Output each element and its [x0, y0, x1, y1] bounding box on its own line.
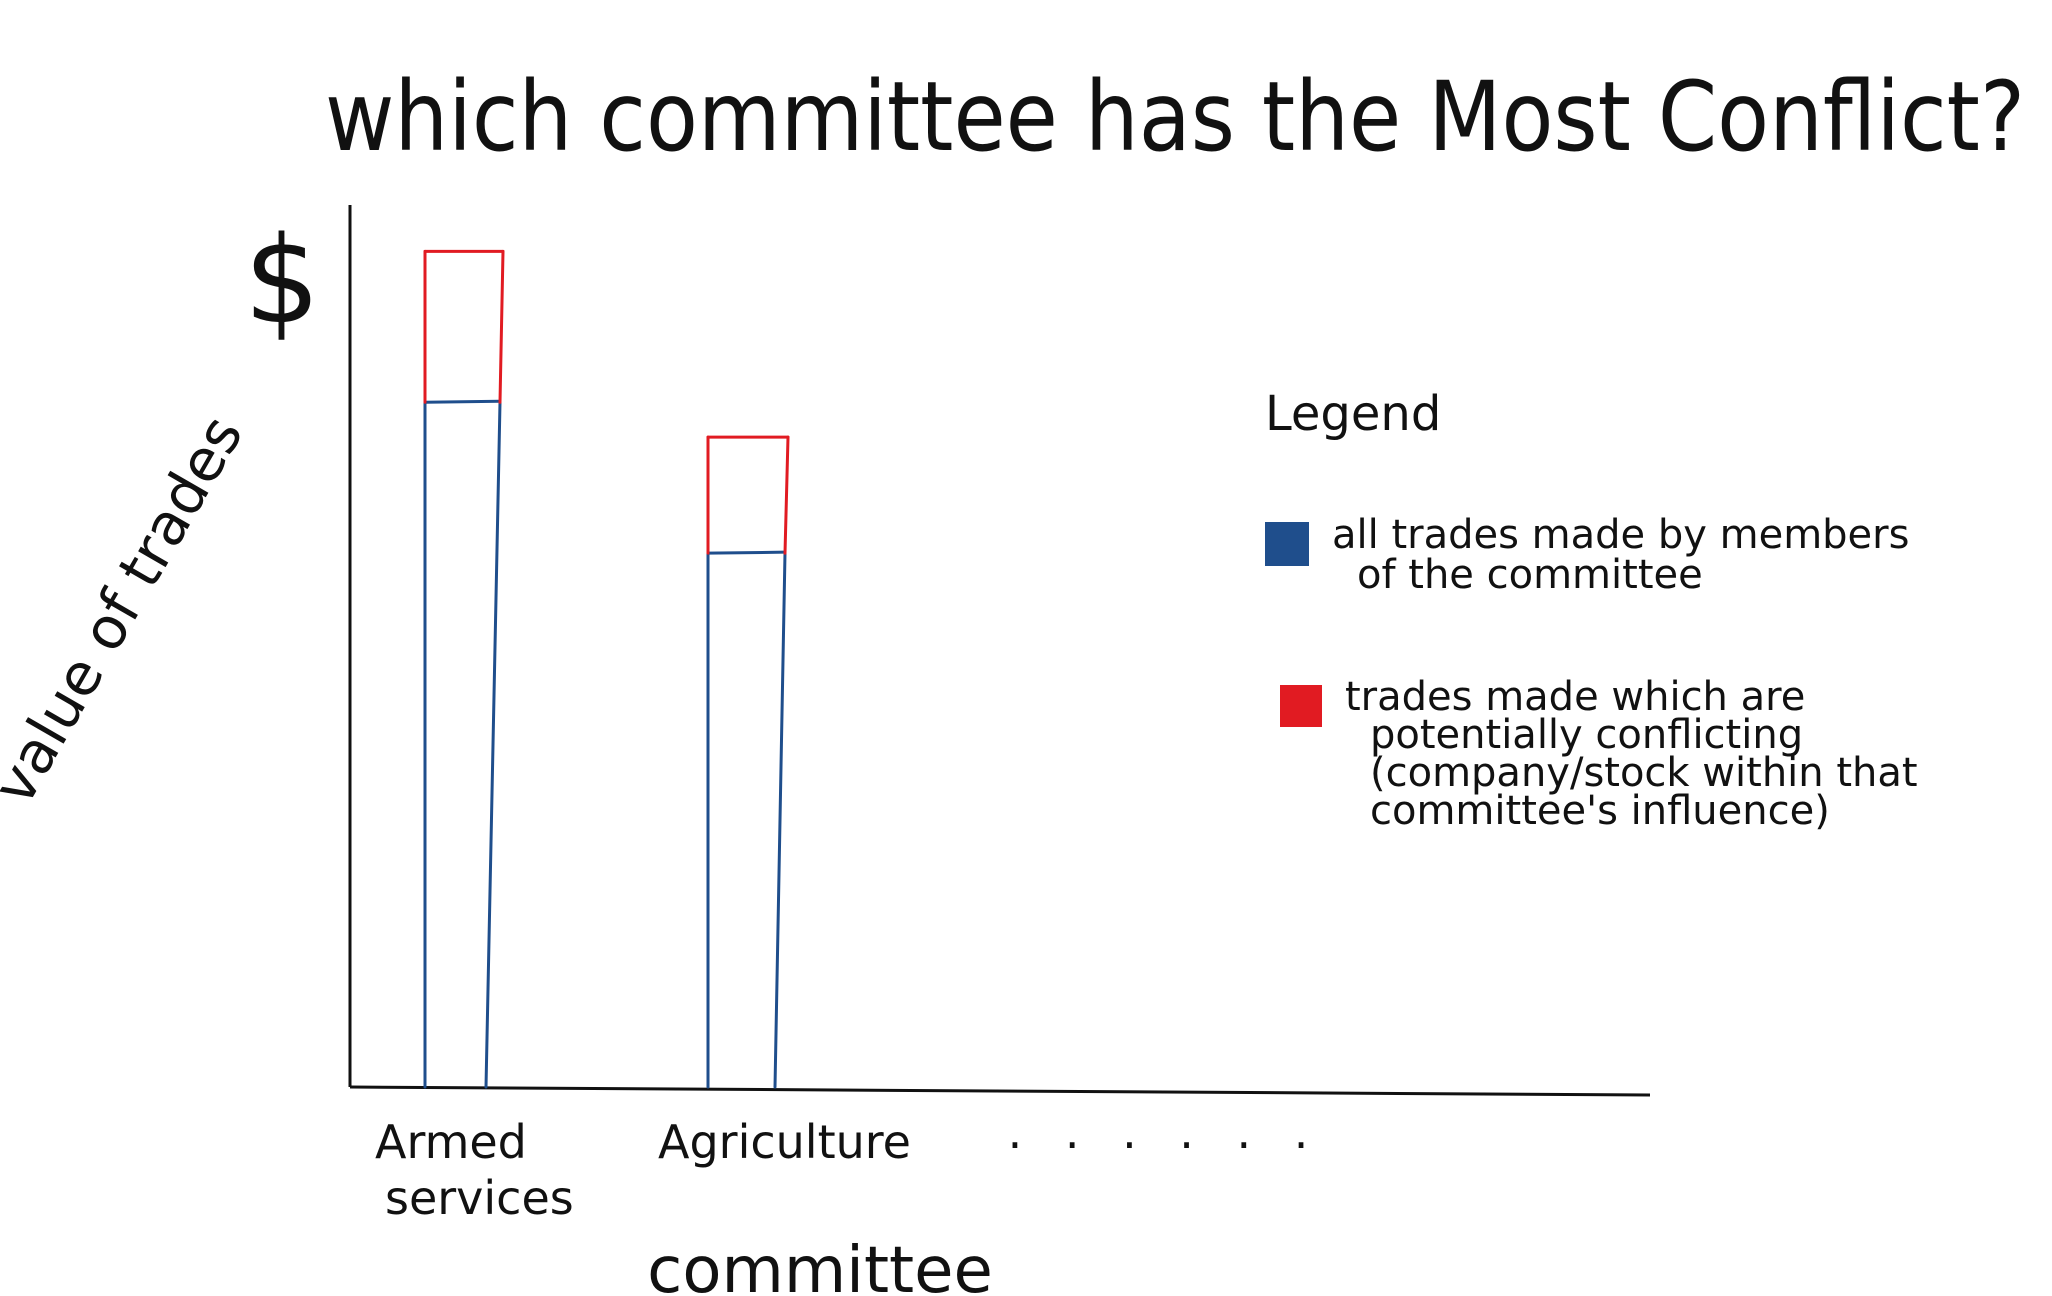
x-tick-label-agriculture: Agriculture	[658, 1115, 911, 1169]
legend: Legend all trades made by members of the…	[1265, 386, 1922, 834]
bar-armed-services-conflicting-right	[498, 249, 505, 404]
y-axis-label: value of trades	[0, 404, 256, 816]
bar-agriculture-all-trades-top	[706, 550, 787, 555]
legend-swatch-all-trades	[1265, 522, 1309, 566]
x-tick-label-armed-services: Armed services	[375, 1115, 574, 1225]
bar-armed-services-all-trades-top	[423, 399, 502, 404]
x-continuation-dots: . . . . . .	[1008, 1105, 1323, 1159]
legend-label-conflicting-trades: trades made which are potentially confli…	[1345, 674, 1918, 834]
bar-agriculture-conflicting-right	[783, 435, 790, 555]
legend-title: Legend	[1265, 386, 1441, 442]
chart-title: which committee has the Most Conflict?	[325, 61, 2025, 173]
legend-swatch-conflicting-trades	[1280, 685, 1322, 727]
x-axis-line	[349, 1085, 1651, 1097]
bar-armed-services-all-trades-right	[484, 400, 502, 1089]
x-axis-label: committee	[647, 1234, 993, 1296]
legend-label-all-trades: all trades made by members of the commit…	[1332, 512, 1922, 598]
bars-group: Armed services Agriculture	[375, 249, 911, 1225]
bar-agriculture-all-trades-right	[773, 551, 787, 1089]
y-unit-label: $	[244, 212, 320, 351]
